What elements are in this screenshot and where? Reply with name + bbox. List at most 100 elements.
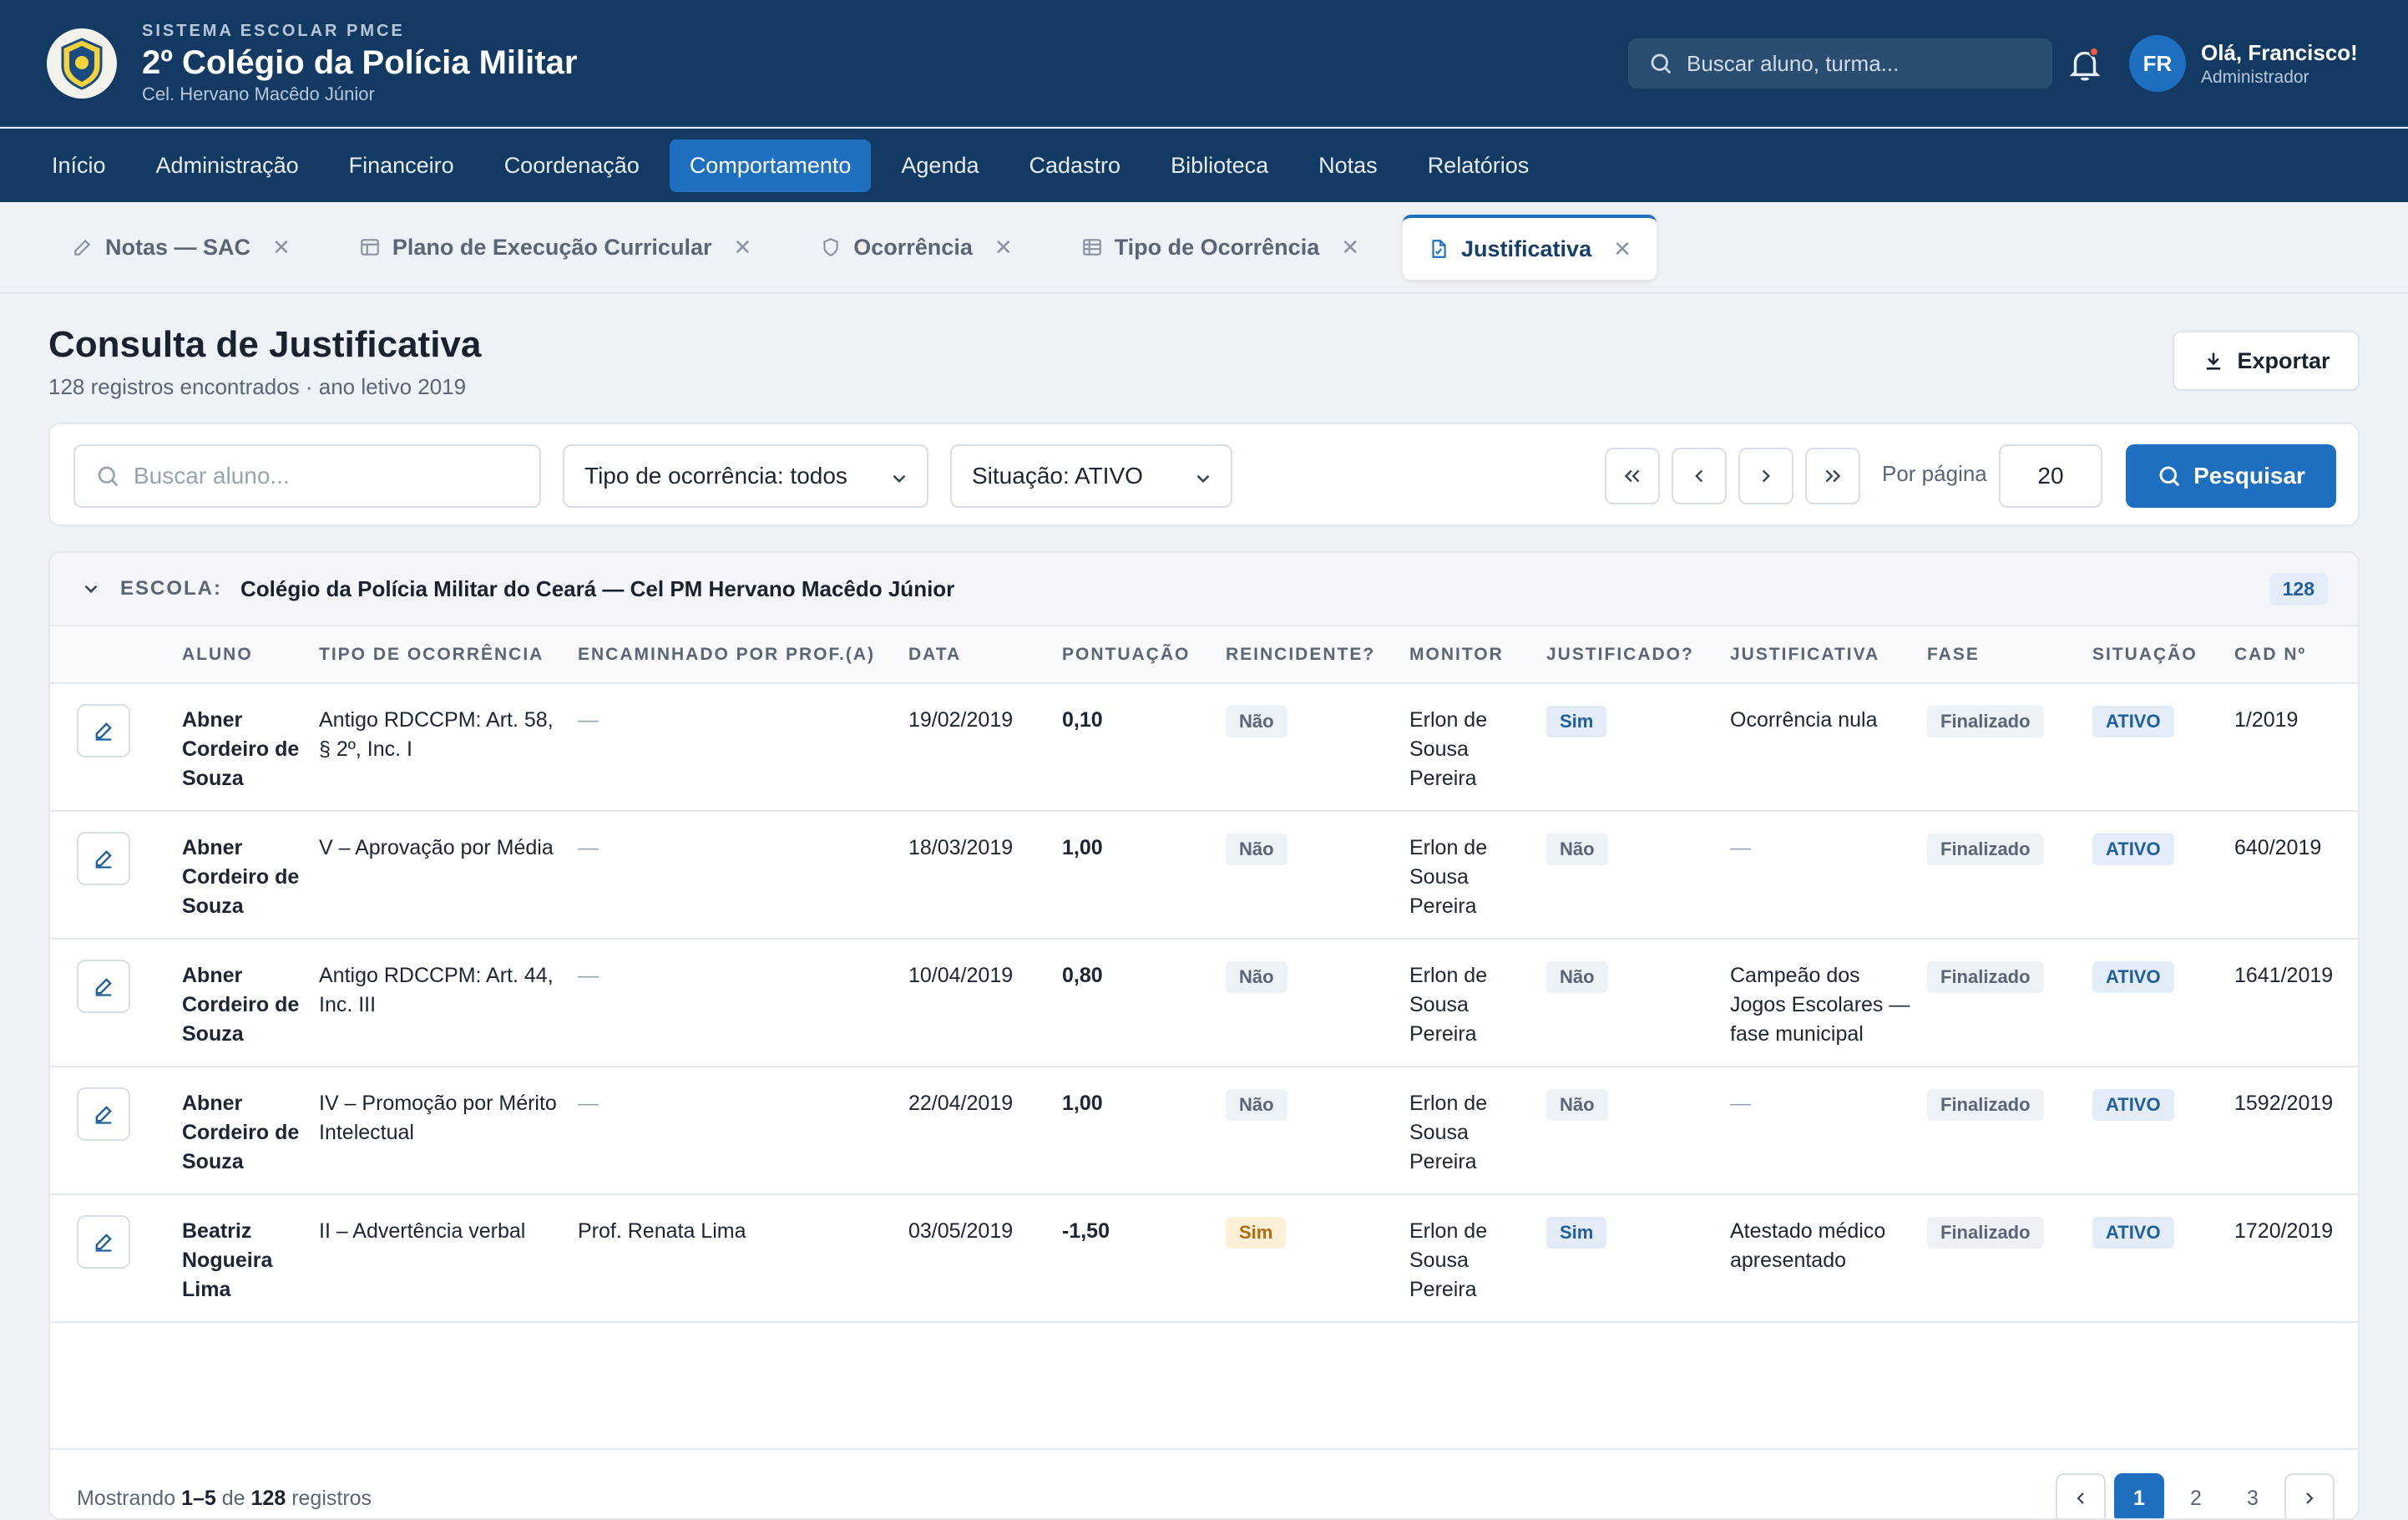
close-icon[interactable]: ✕ bbox=[272, 234, 291, 260]
app-header: SISTEMA ESCOLAR PMCE 2º Colégio da Políc… bbox=[0, 0, 2408, 127]
next-page-button[interactable] bbox=[1738, 448, 1793, 504]
edit-button[interactable] bbox=[77, 960, 130, 1013]
column-header-tipo[interactable]: TIPO DE OCORRÊNCIA bbox=[312, 626, 571, 684]
table-header-row: ALUNO TIPO DE OCORRÊNCIA ENCAMINHADO POR… bbox=[50, 626, 2358, 684]
user-greeting: Olá, Francisco! bbox=[2201, 40, 2358, 65]
page-title: Consulta de Justificativa bbox=[48, 324, 482, 365]
chevrons-right-icon bbox=[1825, 469, 1841, 483]
pager-next-button[interactable] bbox=[2284, 1473, 2335, 1518]
nav-item-administracao[interactable]: Administração bbox=[155, 152, 299, 178]
student-search-input[interactable]: Buscar aluno... bbox=[73, 444, 541, 508]
tipo-ocorrencia-select[interactable]: Tipo de ocorrência: todos bbox=[563, 444, 928, 508]
cell-tipo: V – Aprovação por Média bbox=[312, 811, 571, 940]
tab-justificativa[interactable]: Justificativa ✕ bbox=[1403, 215, 1657, 280]
close-icon[interactable]: ✕ bbox=[994, 234, 1013, 260]
column-header-reincidente[interactable]: REINCIDENTE? bbox=[1219, 626, 1403, 684]
column-header-pontuacao[interactable]: PONTUAÇÃO bbox=[1055, 626, 1219, 684]
filter-bar: Buscar aluno... Tipo de ocorrência: todo… bbox=[48, 423, 2360, 526]
column-header-situacao[interactable]: SITUAÇÃO bbox=[2086, 626, 2228, 684]
edit-button[interactable] bbox=[77, 832, 130, 885]
pager-page-3[interactable]: 3 bbox=[2247, 1486, 2259, 1510]
user-info[interactable]: Olá, Francisco! Administrador bbox=[2201, 40, 2358, 88]
close-icon[interactable]: ✕ bbox=[1613, 236, 1631, 261]
close-icon[interactable]: ✕ bbox=[733, 234, 752, 260]
close-icon[interactable]: ✕ bbox=[1341, 234, 1360, 260]
tab-label: Plano de Execução Curricular bbox=[392, 234, 712, 260]
edit-button[interactable] bbox=[77, 1215, 130, 1269]
chevron-down-icon[interactable] bbox=[80, 578, 102, 600]
brand: SISTEMA ESCOLAR PMCE 2º Colégio da Políc… bbox=[47, 22, 577, 105]
nav-item-agenda[interactable]: Agenda bbox=[901, 152, 979, 178]
table-row[interactable]: Beatriz Nogueira Lima II – Advertência v… bbox=[50, 1194, 2358, 1323]
tab-tipo-ocorrencia[interactable]: Tipo de Ocorrência ✕ bbox=[1056, 215, 1384, 279]
tab-ocorrencia[interactable]: Ocorrência ✕ bbox=[795, 215, 1037, 279]
export-button[interactable]: Exportar bbox=[2173, 331, 2360, 391]
pager-page-2[interactable]: 2 bbox=[2190, 1486, 2202, 1510]
notifications-button[interactable] bbox=[2066, 45, 2104, 84]
pager-prev-button[interactable] bbox=[2056, 1473, 2106, 1518]
nav-item-cadastro[interactable]: Cadastro bbox=[1029, 152, 1121, 178]
summary-prefix: Mostrando bbox=[77, 1487, 176, 1510]
global-search-input[interactable]: Buscar aluno, turma... bbox=[1628, 38, 2052, 89]
column-header-justificativa[interactable]: JUSTIFICATIVA bbox=[1723, 626, 1920, 684]
global-search-placeholder: Buscar aluno, turma... bbox=[1687, 50, 1900, 76]
situacao-badge: ATIVO bbox=[2092, 833, 2174, 865]
per-page-input[interactable]: 20 bbox=[1999, 444, 2102, 508]
tipo-ocorrencia-value: Tipo de ocorrência: todos bbox=[584, 463, 847, 489]
edit-button[interactable] bbox=[77, 1087, 130, 1141]
notification-dot bbox=[2089, 47, 2099, 57]
tab-label: Ocorrência bbox=[853, 234, 973, 260]
search-icon bbox=[1651, 53, 1672, 74]
search-button-label: Pesquisar bbox=[2193, 463, 2305, 489]
cell-aluno: Beatriz Nogueira Lima bbox=[175, 1194, 312, 1323]
table-row[interactable]: Abner Cordeiro de Souza V – Aprovação po… bbox=[50, 811, 2358, 940]
cell-pontuacao: 0,80 bbox=[1055, 939, 1219, 1067]
fase-badge: Finalizado bbox=[1927, 1217, 2044, 1249]
first-page-button[interactable] bbox=[1605, 448, 1660, 504]
table-row[interactable]: Abner Cordeiro de Souza Antigo RDCCPM: A… bbox=[50, 939, 2358, 1067]
nav-item-comportamento[interactable]: Comportamento bbox=[669, 139, 872, 192]
nav-item-notas[interactable]: Notas bbox=[1318, 152, 1378, 178]
results-card: ESCOLA: Colégio da Polícia Militar do Ce… bbox=[48, 551, 2360, 1520]
nav-item-biblioteca[interactable]: Biblioteca bbox=[1171, 152, 1269, 178]
cell-justificativa: — bbox=[1723, 1067, 1920, 1195]
column-header-justificado[interactable]: JUSTIFICADO? bbox=[1540, 626, 1723, 684]
column-header-prof[interactable]: ENCAMINHADO POR PROF.(A) bbox=[571, 626, 902, 684]
cell-tipo: Antigo RDCCPM: Art. 58, § 2º, Inc. I bbox=[312, 683, 571, 812]
fase-badge: Finalizado bbox=[1927, 1089, 2044, 1121]
download-icon bbox=[2207, 352, 2221, 370]
column-header-monitor[interactable]: MONITOR bbox=[1403, 626, 1540, 684]
summary-middle: de bbox=[221, 1487, 245, 1510]
tab-label: Justificativa bbox=[1461, 236, 1592, 261]
nav-item-relatorios[interactable]: Relatórios bbox=[1427, 152, 1530, 178]
column-header-fase[interactable]: FASE bbox=[1920, 626, 2086, 684]
pager-page-1[interactable]: 1 bbox=[2114, 1473, 2164, 1518]
search-button[interactable]: Pesquisar bbox=[2126, 444, 2336, 508]
table-row[interactable]: Abner Cordeiro de Souza Antigo RDCCPM: A… bbox=[50, 683, 2358, 812]
cell-aluno: Abner Cordeiro de Souza bbox=[175, 1067, 312, 1195]
prev-page-button[interactable] bbox=[1672, 448, 1727, 504]
nav-item-financeiro[interactable]: Financeiro bbox=[348, 152, 454, 178]
tab-notas-sac[interactable]: Notas — SAC ✕ bbox=[47, 215, 316, 279]
column-header-aluno[interactable]: ALUNO bbox=[175, 626, 312, 684]
school-group-header[interactable]: ESCOLA: Colégio da Polícia Militar do Ce… bbox=[50, 553, 2358, 626]
column-header-data[interactable]: DATA bbox=[902, 626, 1055, 684]
column-header-cad[interactable]: CAD Nº bbox=[2228, 626, 2358, 684]
table-row[interactable]: Abner Cordeiro de Souza IV – Promoção po… bbox=[50, 1067, 2358, 1195]
edit-button[interactable] bbox=[77, 704, 130, 757]
pencil-icon bbox=[95, 1106, 112, 1124]
cell-tipo: IV – Promoção por Mérito Intelectual bbox=[312, 1067, 571, 1195]
cell-data: 10/04/2019 bbox=[902, 939, 1055, 1067]
avatar[interactable]: FR bbox=[2129, 35, 2186, 92]
situacao-select[interactable]: Situação: ATIVO bbox=[950, 444, 1232, 508]
tab-plano-execucao[interactable]: Plano de Execução Curricular ✕ bbox=[334, 215, 777, 279]
cell-monitor: Erlon de Sousa Pereira bbox=[1403, 683, 1540, 812]
user-role: Administrador bbox=[2201, 68, 2309, 87]
nav-item-inicio[interactable]: Início bbox=[52, 152, 106, 178]
nav-item-coordenacao[interactable]: Coordenação bbox=[503, 152, 640, 178]
cell-cad: 1641/2019 bbox=[2228, 939, 2358, 1067]
cell-monitor: Erlon de Sousa Pereira bbox=[1403, 811, 1540, 940]
last-page-button[interactable] bbox=[1805, 448, 1860, 504]
reincidente-badge: Não bbox=[1226, 1089, 1287, 1121]
cell-aluno: Abner Cordeiro de Souza bbox=[175, 683, 312, 812]
